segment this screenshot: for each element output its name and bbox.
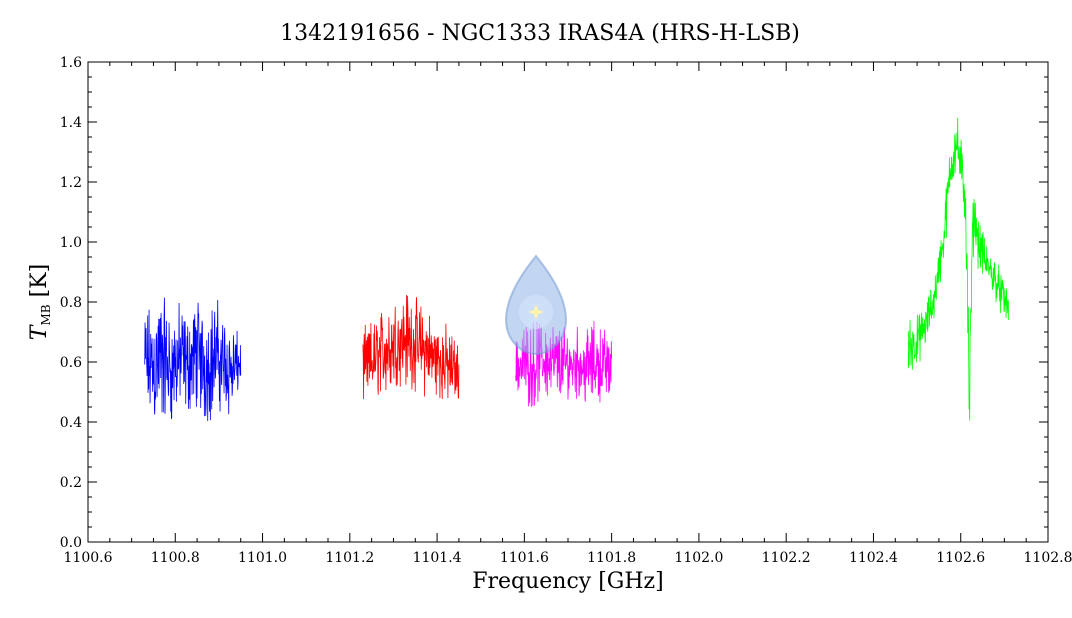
series-3 [907, 117, 1010, 421]
x-axis-label: Frequency [GHz] [472, 569, 664, 594]
plot-frame [87, 61, 1049, 543]
x-tick-label-4: 1101.4 [413, 550, 462, 566]
y-axis-label-main: T [27, 323, 52, 340]
series-2-line [515, 320, 613, 407]
droplet-star-icon [504, 254, 568, 356]
series-layer [144, 117, 1010, 422]
y-tick-label-0: 0.0 [60, 535, 82, 551]
y-axis-label-sub: MB [39, 304, 53, 325]
x-tick-label-11: 1102.8 [1024, 550, 1072, 566]
x-tick-label-1: 1100.8 [151, 550, 200, 566]
y-tick-label-8: 1.6 [60, 55, 82, 71]
series-1-line [362, 294, 460, 400]
y-tick-label-6: 1.2 [60, 175, 82, 191]
x-tick-label-0: 1100.6 [64, 550, 113, 566]
y-axis-ticks: 0.0 0.2 0.4 0.6 0.8 1.0 1.2 1.4 1.6 [60, 55, 1048, 551]
y-tick-label-3: 0.6 [60, 355, 82, 371]
series-2 [515, 320, 613, 407]
y-tick-label-4: 0.8 [60, 295, 82, 311]
chart-title: 1342191656 - NGC1333 IRAS4A (HRS-H-LSB) [280, 21, 800, 46]
plot-area: 1100.6 1100.8 1101.0 1101.2 1101.4 1101.6 1101… [60, 55, 1072, 566]
y-axis-label: TMB [K] [27, 264, 53, 340]
x-tick-label-3: 1101.2 [325, 550, 374, 566]
series-3-line [907, 117, 1010, 421]
series-0-line [144, 297, 242, 422]
x-axis-ticks: 1100.6 1100.8 1101.0 1101.2 1101.4 1101.6 1101… [64, 62, 1072, 566]
y-tick-label-2: 0.4 [60, 415, 82, 431]
x-tick-label-2: 1101.0 [238, 550, 287, 566]
x-tick-label-5: 1101.6 [500, 550, 549, 566]
y-axis-label-unit: [K] [27, 264, 52, 305]
series-0 [144, 297, 242, 422]
y-tick-label-1: 0.2 [60, 475, 82, 491]
x-tick-label-9: 1102.4 [849, 550, 898, 566]
x-tick-label-7: 1102.0 [674, 550, 723, 566]
series-1 [362, 294, 460, 400]
x-tick-label-6: 1101.8 [587, 550, 636, 566]
y-tick-label-7: 1.4 [60, 115, 82, 131]
x-tick-label-8: 1102.2 [762, 550, 811, 566]
x-tick-label-10: 1102.6 [936, 550, 985, 566]
y-tick-label-5: 1.0 [60, 235, 82, 251]
